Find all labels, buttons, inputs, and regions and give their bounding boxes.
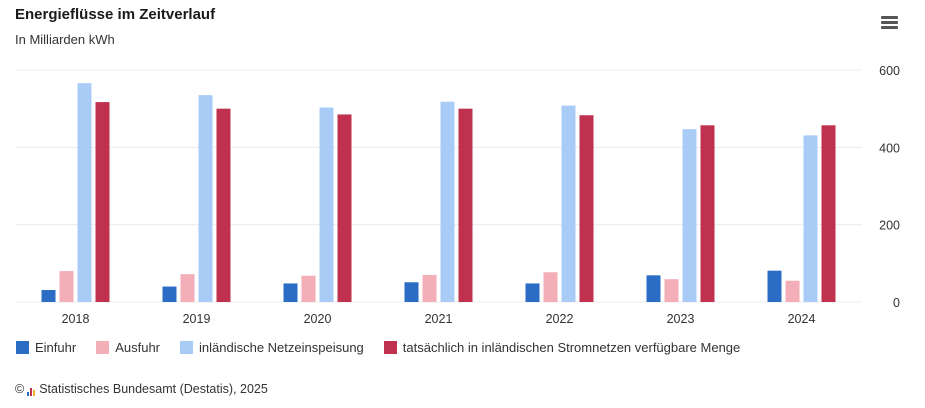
- legend-label: tatsächlich in inländischen Stromnetzen …: [402, 340, 741, 355]
- x-tick-label: 2022: [546, 312, 574, 326]
- legend-item[interactable]: Ausfuhr: [96, 340, 160, 355]
- legend-swatch: [16, 341, 29, 354]
- bar-2021-0: [404, 282, 419, 302]
- bar-2021-1: [422, 274, 437, 302]
- bar-2020-2: [319, 107, 334, 302]
- bar-2020-3: [337, 114, 352, 302]
- y-tick-label: 0: [893, 296, 900, 310]
- y-tick-label: 600: [879, 64, 900, 78]
- bar-2021-3: [458, 108, 473, 303]
- bar-2018-2: [77, 83, 92, 302]
- x-tick-label: 2018: [62, 312, 90, 326]
- x-tick-label: 2019: [183, 312, 211, 326]
- y-tick-label: 200: [879, 219, 900, 233]
- bar-chart: 0 200 400 600 2018 2019 2020 2021 2022 2023 2024: [15, 64, 900, 326]
- destatis-logo-icon: [27, 382, 36, 396]
- chart-subtitle: In Milliarden kWh: [15, 32, 115, 47]
- bar-2024-3: [821, 125, 836, 302]
- bar-2024-2: [803, 135, 818, 302]
- menu-icon-line: [881, 26, 898, 29]
- bar-2024-1: [785, 280, 800, 302]
- legend-swatch: [96, 341, 110, 354]
- bar-2019-2: [198, 95, 213, 302]
- bar-2022-2: [561, 105, 576, 302]
- chart-title: Energieflüsse im Zeitverlauf: [15, 6, 216, 23]
- bar-2023-1: [664, 279, 679, 302]
- credit-line: © Statistisches Bundesamt (Destatis), 20…: [15, 382, 268, 396]
- y-tick-label: 400: [879, 141, 900, 155]
- menu-icon-line: [881, 21, 898, 24]
- x-tick-label: 2020: [304, 312, 332, 326]
- bar-2022-3: [579, 115, 594, 303]
- bar-2022-0: [525, 283, 540, 302]
- bar-2019-1: [180, 274, 195, 302]
- x-tick-label: 2023: [667, 312, 695, 326]
- bar-2018-3: [95, 102, 110, 303]
- chart-legend: Einfuhr Ausfuhr inländische Netzeinspeisun…: [16, 340, 760, 355]
- bar-2020-0: [283, 283, 298, 302]
- legend-item[interactable]: Einfuhr: [16, 340, 76, 355]
- hamburger-menu-icon[interactable]: [875, 10, 903, 36]
- bar-2018-0: [41, 290, 56, 302]
- legend-item[interactable]: inländische Netzeinspeisung: [180, 340, 364, 355]
- credit-text: Statistisches Bundesamt (Destatis), 2025: [39, 382, 268, 396]
- legend-label: Einfuhr: [35, 340, 77, 355]
- bar-2019-0: [162, 286, 177, 302]
- bar-2021-2: [440, 101, 455, 302]
- copyright-symbol: ©: [15, 382, 25, 396]
- bar-2024-0: [767, 270, 782, 302]
- bar-2019-3: [216, 108, 231, 303]
- bar-2023-0: [646, 275, 661, 302]
- legend-swatch: [180, 341, 194, 354]
- bar-2023-2: [682, 129, 697, 302]
- bar-2022-1: [543, 272, 558, 302]
- bar-2023-3: [700, 125, 715, 302]
- legend-label: inländische Netzeinspeisung: [199, 340, 364, 355]
- bar-2018-1: [59, 271, 74, 302]
- x-tick-label: 2024: [788, 312, 816, 326]
- x-tick-label: 2021: [425, 312, 453, 326]
- menu-icon-line: [881, 16, 898, 19]
- legend-item[interactable]: tatsächlich in inländischen Stromnetzen …: [383, 340, 741, 355]
- bar-2020-1: [301, 275, 316, 302]
- legend-label: Ausfuhr: [115, 340, 161, 355]
- legend-swatch: [383, 341, 397, 354]
